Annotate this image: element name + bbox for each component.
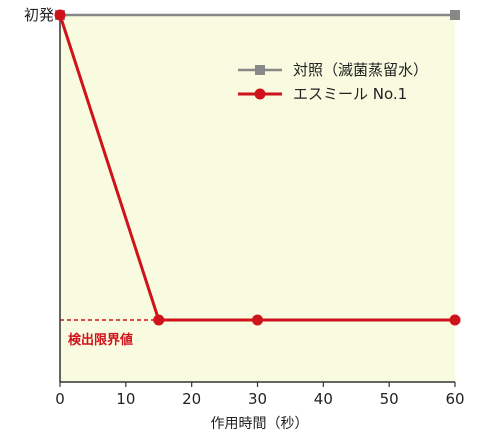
series-1-point-3 (449, 314, 461, 326)
legend-marker-0 (255, 65, 265, 75)
legend-label-1: エスミール No.1 (293, 85, 407, 103)
series-0-point-1 (450, 10, 460, 20)
series-line-1 (58, 14, 455, 322)
x-tick-label-30: 30 (248, 390, 267, 408)
x-tick-label-40: 40 (314, 390, 333, 408)
series-1-point-0 (54, 9, 66, 21)
legend: 対照（滅菌蒸留水） エスミール No.1 (238, 61, 428, 103)
series-1-point-1 (153, 314, 165, 326)
x-tick-label-60: 60 (445, 390, 464, 408)
legend-marker-1 (254, 88, 266, 100)
detection-limit-label: 検出限界値 (68, 332, 133, 348)
x-tick-label-20: 20 (182, 390, 201, 408)
series-1-point-2 (252, 314, 263, 326)
x-axis-title: 作用時間（秒） (211, 416, 309, 432)
legend-label-0: 対照（滅菌蒸留水） (293, 61, 428, 79)
x-tick-label-0: 0 (55, 390, 65, 408)
y-tick-label-initial: 初発 (24, 6, 54, 24)
x-tick-label-50: 50 (380, 390, 399, 408)
x-tick-label-10: 10 (116, 390, 135, 408)
